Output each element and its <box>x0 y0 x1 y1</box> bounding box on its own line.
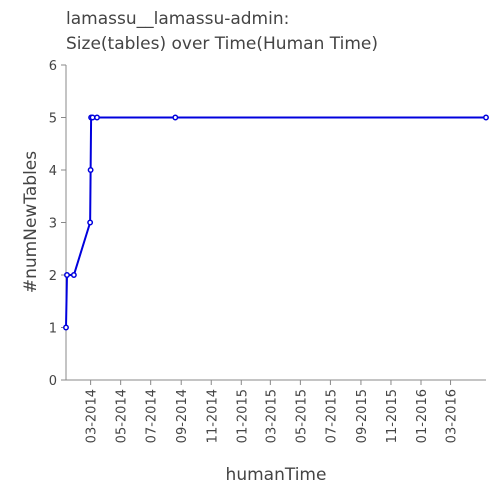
y-tick-label: 2 <box>49 269 57 284</box>
data-point <box>87 167 94 173</box>
x-tick-label: 01-2015 <box>235 389 250 443</box>
x-tick-label: 11-2015 <box>385 389 400 443</box>
x-tick-label: 01-2016 <box>415 389 430 443</box>
data-point <box>70 272 77 278</box>
x-tick-label: 07-2015 <box>324 389 339 443</box>
data-point <box>483 114 489 121</box>
y-tick-label: 3 <box>49 217 57 232</box>
chart-title-line-1: lamassu__lamassu-admin: <box>66 9 289 29</box>
series-group <box>63 114 489 331</box>
chart-title-line-2: Size(tables) over Time(Human Time) <box>66 34 378 54</box>
data-point <box>64 272 70 278</box>
y-tick-label: 4 <box>49 164 57 179</box>
x-tick-label: 03-2014 <box>85 389 100 443</box>
y-tick-label: 6 <box>49 59 57 74</box>
x-tick-label: 07-2014 <box>145 389 160 443</box>
x-tick-label: 03-2015 <box>264 389 279 443</box>
data-point <box>87 219 94 226</box>
x-axis-ticks: 03-2014 05-2014 07-2014 09-2014 11-2014 01-20… <box>85 380 460 443</box>
y-tick-label: 0 <box>49 374 57 389</box>
x-tick-label: 05-2014 <box>115 389 130 443</box>
x-tick-label: 05-2015 <box>294 389 309 443</box>
data-point <box>63 324 69 331</box>
data-point <box>172 114 179 121</box>
x-tick-label: 09-2014 <box>175 389 190 443</box>
x-tick-label: 09-2015 <box>355 389 370 443</box>
x-tick-label: 11-2014 <box>205 389 220 443</box>
y-axis-ticks: 0 1 2 3 4 5 6 <box>49 59 66 389</box>
data-point <box>94 114 100 121</box>
y-tick-label: 5 <box>49 112 57 127</box>
x-tick-label: 03-2016 <box>445 389 460 443</box>
x-axis-label: humanTime <box>226 465 327 485</box>
y-axis-label: #numNewTables <box>21 151 41 293</box>
y-tick-label: 1 <box>49 322 57 337</box>
series-line <box>65 116 486 328</box>
